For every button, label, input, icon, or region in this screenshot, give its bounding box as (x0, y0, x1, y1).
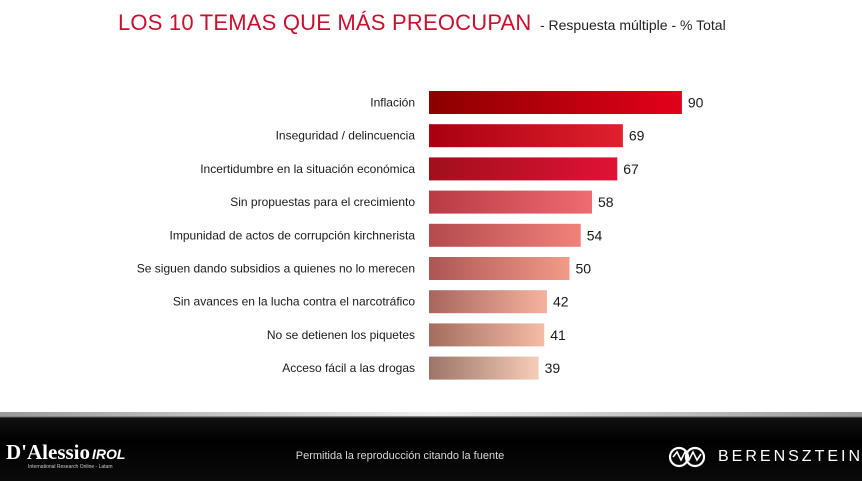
footer: D'Alessio IROL International Research Onl… (0, 412, 862, 481)
bar (429, 257, 570, 280)
category-label: Acceso fácil a las drogas (282, 361, 415, 375)
berensztein-logo: BERENSZTEIN (668, 446, 860, 468)
data-label: 58 (598, 194, 614, 210)
data-label: 90 (688, 95, 704, 111)
data-label: 50 (576, 261, 592, 277)
bar (429, 91, 682, 114)
bar (429, 356, 539, 380)
data-label: 67 (623, 161, 639, 177)
bar (429, 124, 623, 148)
berensztein-logo-icon (668, 446, 706, 468)
footer-note: Permitida la reproducción citando la fue… (295, 450, 505, 462)
category-label: Impunidad de actos de corrupción kirchne… (170, 228, 416, 242)
chart-title-row: LOS 10 TEMAS QUE MÁS PREOCUPAN - Respues… (118, 10, 818, 36)
bar (429, 157, 618, 181)
category-label: Sin propuestas para el crecimiento (230, 195, 415, 209)
bar (429, 190, 592, 214)
dalessio-logo-suffix: IROL (92, 446, 126, 462)
bar (429, 323, 545, 347)
category-label: Se siguen dando subsidios a quienes no l… (137, 262, 415, 276)
data-label: 39 (545, 360, 561, 376)
bar (429, 223, 581, 247)
dalessio-logo-wordmark: D'Alessio IROL (6, 440, 125, 465)
footer-divider (0, 412, 862, 416)
data-label: 42 (553, 294, 569, 310)
category-label: Inseguridad / delincuencia (276, 129, 416, 143)
data-label: 69 (629, 128, 645, 144)
chart-subtitle: - Respuesta múltiple - % Total (539, 17, 726, 33)
category-label: Inflación (370, 96, 415, 110)
berensztein-logo-wordmark: BERENSZTEIN (718, 448, 862, 465)
data-label: 41 (550, 327, 566, 343)
data-label: 54 (587, 227, 603, 243)
bar (429, 290, 548, 314)
category-label: No se detienen los piquetes (267, 328, 415, 342)
bar-chart: Inflación 90 Inseguridad / delincuencia 69 I… (137, 91, 704, 380)
chart-title: LOS 10 TEMAS QUE MÁS PREOCUPAN (118, 10, 532, 35)
dalessio-logo-name: D'Alessio (6, 440, 90, 464)
category-label: Incertidumbre en la situación económica (200, 162, 415, 176)
category-label: Sin avances en la lucha contra el narcot… (173, 295, 415, 309)
dalessio-logo-tagline: International Research Online - Latam (28, 464, 113, 470)
dalessio-logo: D'Alessio IROL International Research Onl… (6, 440, 156, 476)
